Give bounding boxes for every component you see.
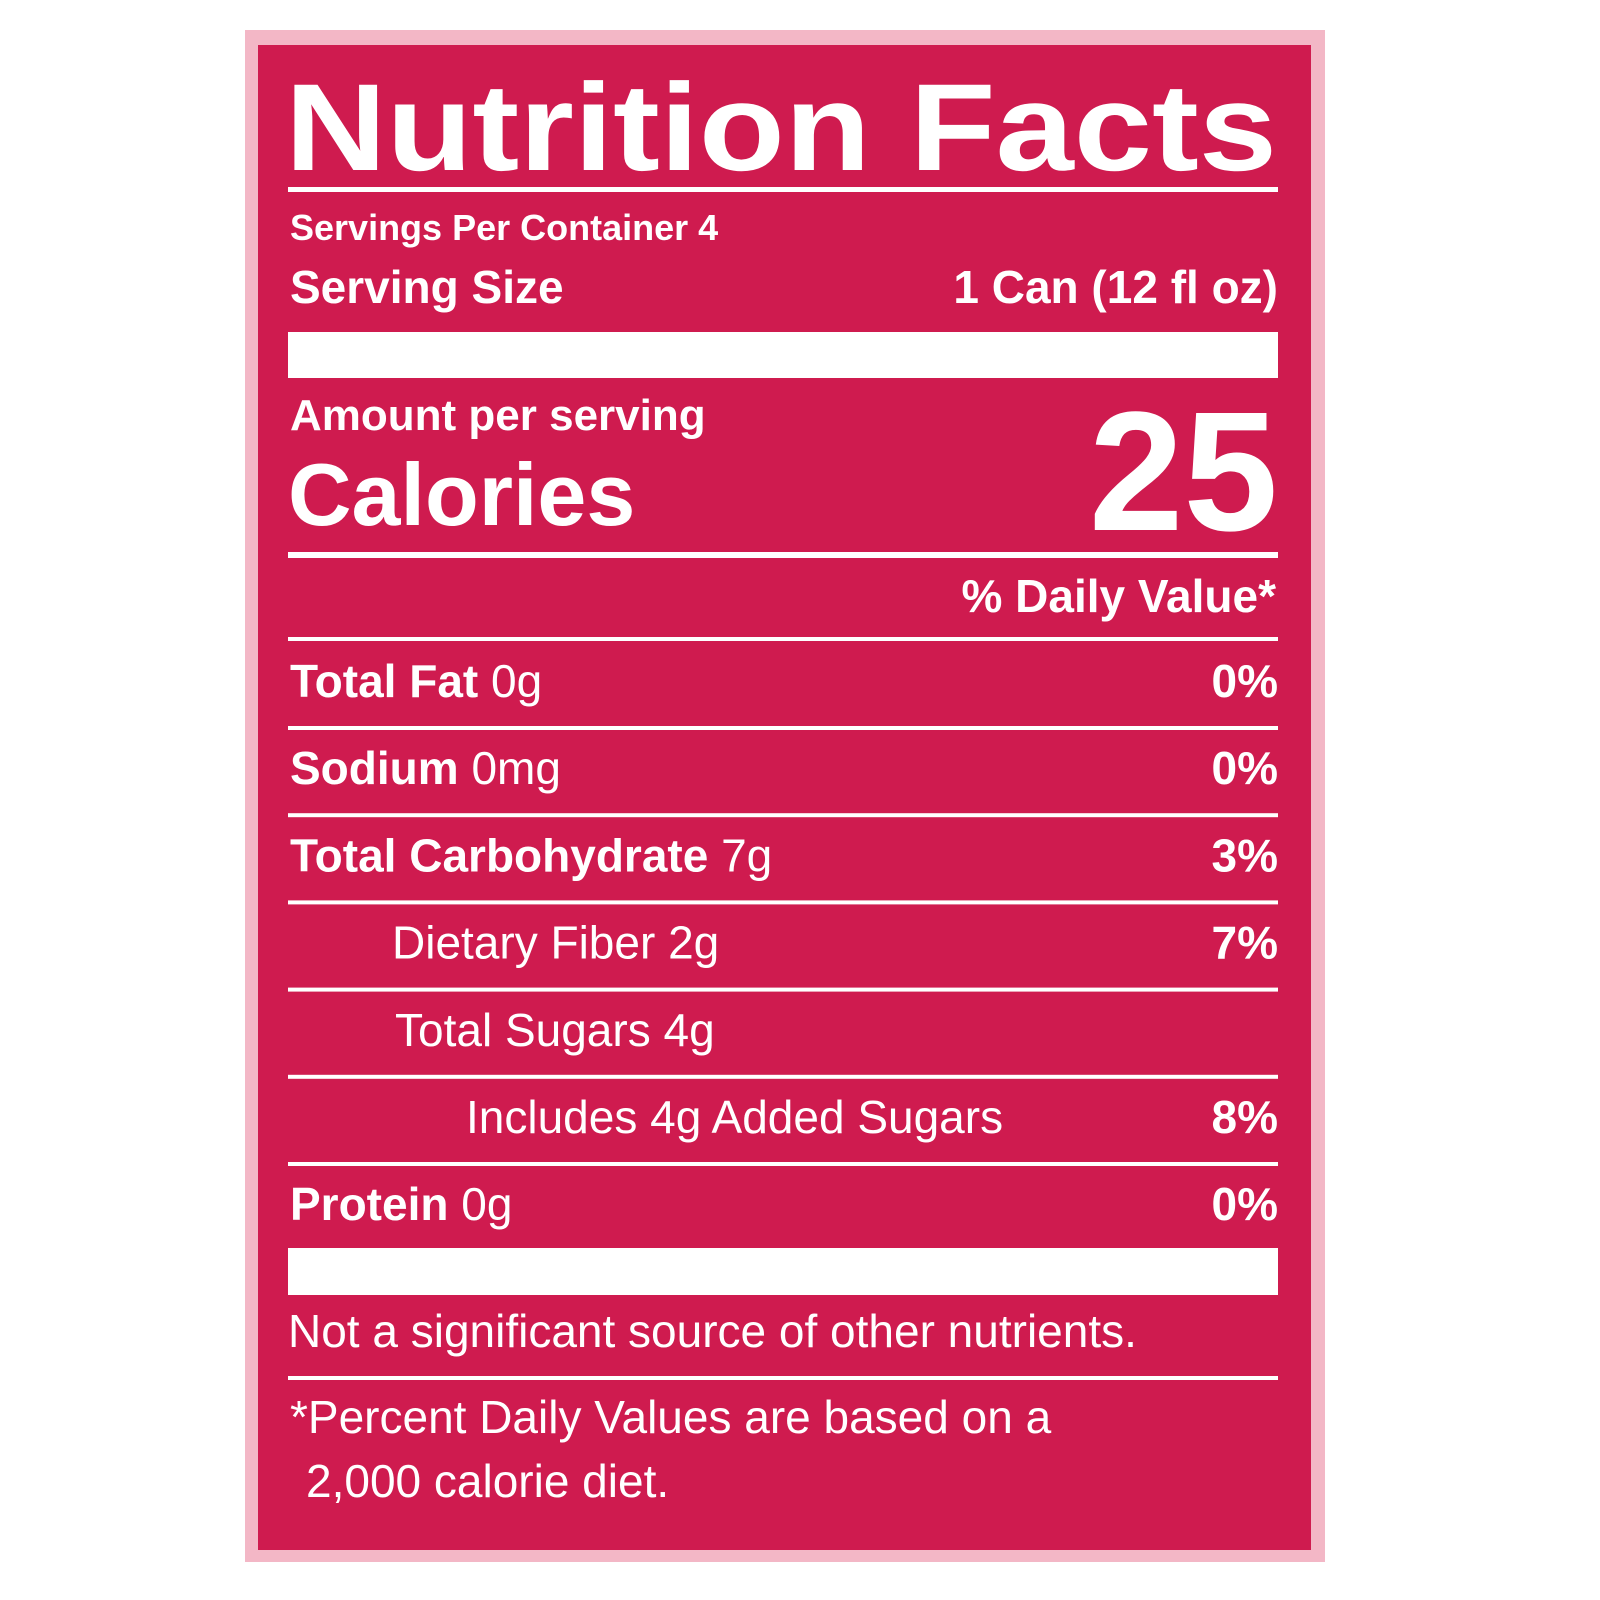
nutrient: Sodium 0mg [290,742,561,794]
nutrient: Dietary Fiber 2g [392,917,719,969]
daily-value: 7% [1212,917,1278,969]
label-panel [258,45,1311,1550]
nutrient-name: Protein [290,1178,448,1230]
title: Nutrition Facts [285,59,1277,197]
calories-value: 25 [1089,377,1278,567]
rule [288,552,1278,558]
thick-rule [288,332,1278,378]
nutrient-amount: 4g [663,1004,714,1056]
nutrient: Includes 4g Added Sugars [466,1091,1003,1143]
daily-value: 0% [1212,742,1278,794]
rule [288,1074,1278,1079]
daily-value: 0% [1212,1178,1278,1230]
nutrient-name: Total Carbohydrate [290,829,708,881]
serving-size-label: Serving Size [290,261,564,313]
rule [288,813,1278,818]
footnote-line: *Percent Daily Values are based on a [290,1391,1052,1443]
calories-label: Calories [288,445,635,544]
rule [288,1162,1278,1166]
nutrient-amount: 0mg [471,742,560,794]
nutrient: Total Sugars 4g [395,1004,715,1056]
footnote-line: 2,000 calorie diet. [306,1455,669,1507]
servings: Servings Per Container 4 [290,207,718,248]
servings-value: 4 [698,207,718,248]
nutrient: Total Fat 0g [290,655,542,707]
nutrient: Total Carbohydrate 7g [290,829,772,881]
nutrient-name: Sodium [290,742,459,794]
rule [288,726,1278,730]
nutrient-amount: 0g [461,1178,512,1230]
serving-size-value: 1 Can (12 fl oz) [953,261,1278,313]
servings-label: Servings Per Container [290,207,688,248]
rule [288,987,1278,992]
thick-rule [288,1248,1278,1295]
daily-value-header: % Daily Value* [962,570,1277,622]
nutrient-amount: 0g [491,655,542,707]
daily-value: 3% [1212,829,1278,881]
rule [288,637,1278,641]
nutrient: Protein 0g [290,1178,512,1230]
nutrient-rows: Total Fat 0g 0% Sodium 0mg 0% Total Carbohyd… [288,655,1278,1230]
rule [288,1376,1278,1380]
rule [288,187,1278,192]
nutrient-amount: 7g [721,829,772,881]
note: Not a significant source of other nutrie… [288,1305,1137,1357]
nutrient-name: Total Sugars [395,1004,651,1056]
nutrient-name: Total Fat [290,655,478,707]
rule [288,900,1278,905]
daily-value: 0% [1212,655,1278,707]
amount-per-serving: Amount per serving [290,391,706,440]
nutrient-amount: 2g [668,917,719,969]
nutrient-name: Dietary Fiber [392,917,655,969]
nutrient-name: Includes 4g Added Sugars [466,1091,1003,1143]
daily-value: 8% [1212,1091,1278,1143]
